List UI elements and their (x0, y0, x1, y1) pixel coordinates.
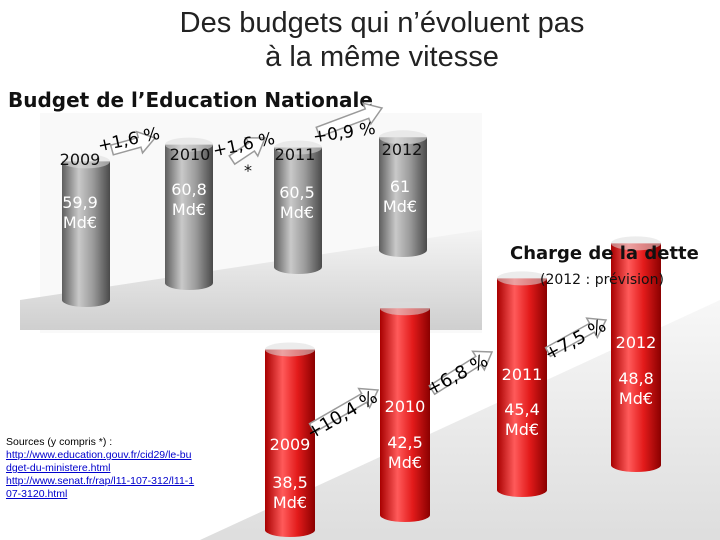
education-bar-2010-top (165, 137, 213, 152)
sources-label: Sources (y compris *) : (6, 436, 113, 448)
debt-bar-2009 (265, 349, 315, 537)
debt-year-label-2012: 2012 (616, 333, 657, 352)
debt-value-label-2010: 42,5 Md€ (387, 433, 423, 472)
education-value-label-2012: 61 Md€ (383, 177, 417, 216)
slide-title: Des budgets qui n’évoluent pas à la même… (0, 6, 720, 74)
debt-value-label-2009: 38,5 Md€ (272, 473, 308, 512)
debt-bar-2010 (380, 308, 430, 522)
education-bar-2012 (379, 137, 427, 257)
debt-year-label-2009: 2009 (270, 435, 311, 454)
debt-growth-arrow-1 (308, 387, 380, 434)
slide-title-line-2: à la même vitesse (265, 41, 499, 73)
debt-bar-2011 (497, 278, 547, 497)
debt-change-label-2: +6,8 % (423, 350, 492, 400)
debt-chart-subtitle: (2012 : prévision) (540, 272, 664, 288)
education-value-label-2011: 60,5 Md€ (279, 183, 315, 222)
debt-bar-2011-top (497, 271, 547, 286)
education-bar-2012-top (379, 130, 427, 145)
debt-growth-arrow-2 (428, 350, 494, 396)
education-bar-2011 (274, 147, 322, 274)
debt-bar-2010-top (380, 301, 430, 316)
education-growth-arrow-3 (315, 102, 384, 138)
education-year-label-2009: 2009 (60, 150, 101, 169)
debt-bar-2012 (611, 243, 661, 472)
education-year-label-2010: 2010 (170, 145, 211, 164)
education-bar-2010 (165, 144, 213, 290)
sources-box: Sources (y compris *) : http://www.educa… (2, 428, 200, 534)
education-value-label-2010: 60,8 Md€ (171, 180, 207, 219)
education-chart-title: Budget de l’Education Nationale (8, 88, 373, 112)
debt-year-label-2011: 2011 (502, 365, 543, 384)
education-floor (20, 230, 482, 330)
debt-value-label-2011: 45,4 Md€ (504, 400, 540, 439)
education-bar-2011-top (274, 140, 322, 155)
debt-floor (200, 300, 720, 540)
debt-growth-arrow-3 (544, 317, 608, 358)
debt-value-label-2012: 48,8 Md€ (618, 369, 654, 408)
education-growth-arrow-2 (228, 136, 267, 166)
education-bar-2009-top (62, 154, 110, 169)
source-link-senat[interactable]: http://www.senat.fr/rap/l11-107-312/l11-… (6, 475, 195, 500)
education-chart: 2009 2010 2011 2012 59,9 Md€ 60,8 Md€ 60,5 Md€ 61 M… (20, 102, 482, 333)
education-year-label-2012: 2012 (382, 140, 423, 159)
debt-chart-title: Charge de la dette (510, 243, 699, 264)
education-year-label-2011: 2011 (275, 145, 316, 164)
education-bar-2009 (62, 161, 110, 307)
source-link-education[interactable]: http://www.education.gouv.fr/cid29/le-bu… (6, 449, 192, 474)
education-change-footnote-marker: * (244, 161, 252, 180)
education-value-label-2009: 59,9 Md€ (62, 193, 98, 232)
education-growth-arrow-1 (109, 130, 157, 156)
debt-bar-2012-top (611, 236, 661, 251)
debt-bar-2009-top (265, 342, 315, 357)
slide-title-line-1: Des budgets qui n’évoluent pas (179, 7, 585, 39)
debt-year-label-2010: 2010 (385, 397, 426, 416)
